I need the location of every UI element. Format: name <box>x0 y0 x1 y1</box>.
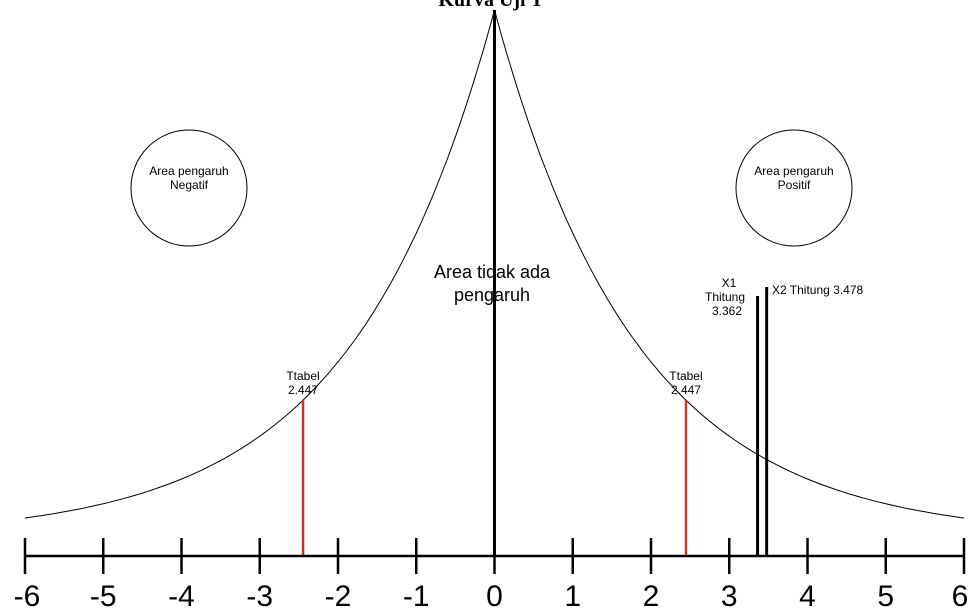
x-axis-tick-label: 3 <box>721 580 738 610</box>
distribution-curve-right <box>494 9 965 519</box>
x1-thitung-label-line3: 3.362 <box>712 304 742 318</box>
negative-area-label-line1: Area pengaruh <box>149 164 228 178</box>
x-axis-tick-label: -1 <box>403 580 430 610</box>
no-effect-label-line1: Area tidak ada <box>434 262 551 282</box>
ttabel-left-label-line2: 2.447 <box>288 383 318 397</box>
positive-area-label-line2: Positif <box>778 178 811 192</box>
x2-thitung-label: X2 Thitung 3.478 <box>772 283 864 297</box>
negative-area-label-line2: Negatif <box>170 178 209 192</box>
x-axis-tick-label: -6 <box>14 580 41 610</box>
ttabel-right-label-line2: 2.447 <box>671 383 701 397</box>
x-axis: -6 -5 -4 -3 -2 -1 0 1 2 3 4 5 6 <box>14 538 969 610</box>
x-axis-tick-label: 6 <box>952 580 969 610</box>
distribution-curve-left <box>24 9 495 519</box>
x-axis-tick-label: -3 <box>246 580 273 610</box>
x-axis-tick-label: 5 <box>877 580 894 610</box>
x1-thitung-label-line2: Thitung <box>705 290 745 304</box>
no-effect-label-line2: pengaruh <box>454 285 530 305</box>
negative-area-circle <box>130 129 248 247</box>
diagram-title: Kurva Uji T <box>438 0 544 11</box>
x-axis-tick-label: -5 <box>90 580 117 610</box>
ttabel-right-label-line1: Ttabel <box>669 369 702 383</box>
x-axis-tick-label: 4 <box>799 580 816 610</box>
positive-area-circle <box>735 129 853 247</box>
positive-area-label-line1: Area pengaruh <box>754 164 833 178</box>
x1-thitung-label-line1: X1 <box>722 276 737 290</box>
x-axis-tick-label: 0 <box>486 580 503 610</box>
x-axis-tick-label: 1 <box>564 580 581 610</box>
x-axis-tick-label: -4 <box>168 580 195 610</box>
ttabel-left-label-line1: Ttabel <box>286 369 319 383</box>
x-axis-tick-label: 2 <box>643 580 660 610</box>
x-axis-tick-label: -2 <box>325 580 352 610</box>
